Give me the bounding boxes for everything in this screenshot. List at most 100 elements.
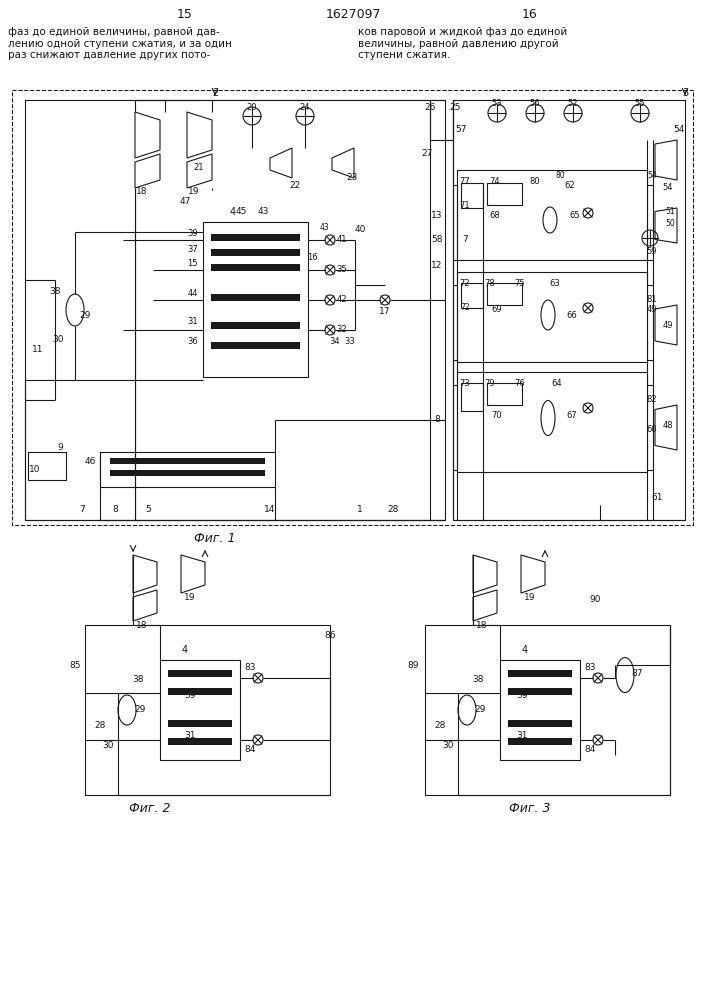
Text: 30: 30 xyxy=(52,336,64,344)
Text: 70: 70 xyxy=(491,410,502,420)
Text: 62: 62 xyxy=(565,180,575,190)
Text: 28: 28 xyxy=(387,506,399,514)
Text: 53: 53 xyxy=(491,100,502,108)
Bar xyxy=(211,342,300,349)
Text: 14: 14 xyxy=(264,506,276,514)
Text: 31: 31 xyxy=(185,730,196,740)
Bar xyxy=(211,294,300,301)
Text: 38: 38 xyxy=(49,288,61,296)
Text: 9: 9 xyxy=(57,442,63,452)
Text: 4: 4 xyxy=(230,207,236,217)
Text: фаз до единой величины, равной дав-
лению одной ступени сжатия, и за один
раз сн: фаз до единой величины, равной дав- лени… xyxy=(8,27,232,60)
Text: 39: 39 xyxy=(516,690,527,700)
Bar xyxy=(168,670,232,677)
Text: 38: 38 xyxy=(132,676,144,684)
Text: 31: 31 xyxy=(516,730,527,740)
Bar xyxy=(110,470,265,476)
Bar xyxy=(168,720,232,727)
Text: 36: 36 xyxy=(187,338,198,347)
Text: 59: 59 xyxy=(647,247,658,256)
Text: 18: 18 xyxy=(136,188,148,196)
Text: 37: 37 xyxy=(187,244,198,253)
Text: 84: 84 xyxy=(584,746,596,754)
Bar xyxy=(100,452,275,487)
Text: Фиг. 1: Фиг. 1 xyxy=(194,532,235,544)
Bar xyxy=(168,688,232,695)
Text: 72: 72 xyxy=(460,304,470,312)
Text: 57: 57 xyxy=(455,125,467,134)
Text: 28: 28 xyxy=(434,720,445,730)
Text: 87: 87 xyxy=(631,668,643,678)
Text: 63: 63 xyxy=(549,278,561,288)
Text: 30: 30 xyxy=(443,740,454,750)
Bar xyxy=(487,383,522,405)
Text: 8: 8 xyxy=(434,416,440,424)
Text: 68: 68 xyxy=(490,211,501,220)
Text: 65: 65 xyxy=(570,211,580,220)
Text: 66: 66 xyxy=(566,310,578,320)
Text: 67: 67 xyxy=(566,410,578,420)
Text: 18: 18 xyxy=(477,620,488,630)
Text: 16: 16 xyxy=(522,8,538,21)
Text: 30: 30 xyxy=(103,740,114,750)
Text: 23: 23 xyxy=(346,174,358,182)
Bar xyxy=(211,322,300,329)
Text: Фиг. 2: Фиг. 2 xyxy=(129,802,171,814)
Text: 43: 43 xyxy=(320,223,330,232)
Bar xyxy=(508,738,572,745)
Text: 26: 26 xyxy=(424,103,436,111)
Text: 29: 29 xyxy=(79,310,90,320)
Bar xyxy=(28,452,66,480)
Text: 11: 11 xyxy=(33,346,44,355)
Text: 75: 75 xyxy=(515,278,525,288)
Text: 56: 56 xyxy=(530,100,540,108)
Bar xyxy=(203,222,308,377)
Text: 61: 61 xyxy=(651,493,662,502)
Text: 45: 45 xyxy=(235,208,247,217)
Bar xyxy=(85,625,330,795)
Text: 21: 21 xyxy=(194,162,204,172)
Bar xyxy=(500,660,580,760)
Text: 43: 43 xyxy=(257,208,269,217)
Bar xyxy=(457,272,647,362)
Text: 48: 48 xyxy=(662,420,673,430)
Text: 41: 41 xyxy=(337,235,347,244)
Text: 24: 24 xyxy=(300,103,310,111)
Text: 54: 54 xyxy=(647,170,657,180)
Text: 13: 13 xyxy=(431,211,443,220)
Text: 20: 20 xyxy=(247,103,257,111)
Bar xyxy=(457,372,647,472)
Bar xyxy=(211,264,300,271)
Text: 51: 51 xyxy=(665,208,674,217)
Bar xyxy=(487,283,522,305)
Text: 81: 81 xyxy=(647,296,658,304)
Text: 77: 77 xyxy=(460,178,470,186)
Text: 10: 10 xyxy=(29,466,41,475)
Text: 49: 49 xyxy=(647,306,658,314)
Text: 64: 64 xyxy=(551,378,562,387)
Text: 17: 17 xyxy=(379,308,391,316)
Text: 4: 4 xyxy=(522,645,528,655)
Text: 28: 28 xyxy=(94,720,105,730)
Text: 32: 32 xyxy=(337,326,347,334)
Text: 5: 5 xyxy=(145,506,151,514)
Bar xyxy=(508,688,572,695)
Text: 29: 29 xyxy=(474,706,486,714)
Text: 44: 44 xyxy=(187,290,198,298)
Text: 76: 76 xyxy=(515,378,525,387)
Text: 40: 40 xyxy=(354,226,366,234)
Text: 7: 7 xyxy=(462,235,468,244)
Text: 60: 60 xyxy=(647,426,658,434)
Bar xyxy=(457,170,647,260)
Text: 19: 19 xyxy=(188,188,200,196)
Text: 31: 31 xyxy=(187,318,198,326)
Bar xyxy=(508,720,572,727)
Text: 82: 82 xyxy=(647,395,658,404)
Bar xyxy=(508,670,572,677)
Text: 18: 18 xyxy=(136,620,148,630)
Text: 19: 19 xyxy=(525,592,536,601)
Bar xyxy=(211,234,300,241)
Text: 7: 7 xyxy=(79,506,85,514)
Text: 3: 3 xyxy=(682,88,688,98)
Text: 15: 15 xyxy=(187,259,198,268)
